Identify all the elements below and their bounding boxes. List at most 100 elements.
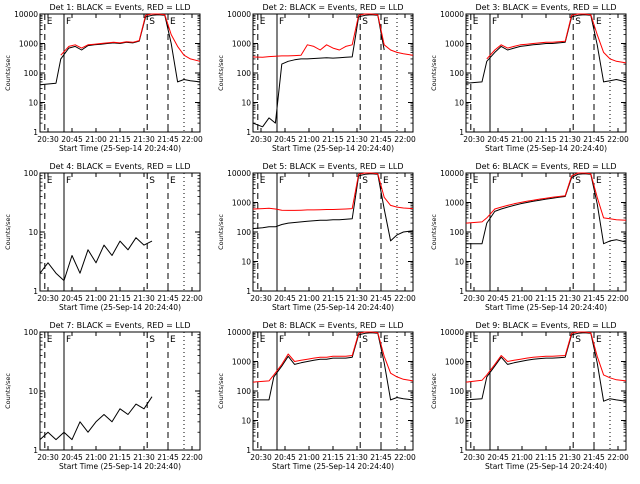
x-tick-label: 20:45 [487, 453, 509, 462]
y-tick-label: 10 [241, 258, 251, 267]
x-tick-label: 20:45 [61, 453, 83, 462]
y-axis-label: Counts/sec [217, 55, 225, 91]
marker-label: E [596, 17, 602, 27]
marker-label: S [575, 176, 581, 186]
y-tick-label: 1 [246, 128, 251, 137]
y-tick-label: 10000 [440, 328, 464, 337]
marker-label: E [473, 17, 479, 27]
marker-label: E [260, 176, 266, 186]
x-tick-label: 20:30 [463, 453, 485, 462]
series-lld-line [252, 13, 414, 58]
panel-det-3: Det 3: BLACK = Events, RED = LLD 1 10 100 10… [430, 3, 629, 153]
y-axis-label: Counts/sec [430, 55, 438, 91]
y-axis-label: Counts/sec [430, 373, 438, 409]
x-tick-label: 21:30 [133, 135, 155, 144]
x-tick-label: 20:30 [37, 135, 59, 144]
y-tick-label: 10 [28, 99, 38, 108]
marker-label: S [149, 335, 155, 345]
x-tick-label: 22:00 [394, 453, 416, 462]
marker-label: F [279, 335, 284, 345]
y-tick-label: 10 [241, 417, 251, 426]
marker-label: S [362, 335, 368, 345]
x-tick-label: 22:00 [181, 294, 203, 303]
x-axis-label: Start Time (25-Sep-14 20:24:40) [485, 144, 607, 153]
marker-label: F [279, 176, 284, 186]
marker-label: E [170, 176, 176, 186]
x-tick-label: 21:15 [109, 135, 131, 144]
x-tick-label: 21:45 [583, 294, 605, 303]
y-tick-label: 10 [28, 228, 38, 237]
x-tick-label: 20:30 [463, 294, 485, 303]
x-tick-label: 22:00 [607, 135, 629, 144]
marker-label: F [492, 17, 497, 27]
marker-label: E [47, 176, 53, 186]
y-tick-label: 1000 [445, 358, 464, 367]
series-events-line [39, 14, 201, 86]
y-tick-label: 10000 [440, 10, 464, 19]
x-tick-label: 20:30 [250, 294, 272, 303]
y-tick-label: 10 [28, 387, 38, 396]
y-tick-label: 100 [24, 328, 39, 337]
x-axis-label: Start Time (25-Sep-14 20:24:40) [59, 144, 181, 153]
marker-label: S [575, 335, 581, 345]
series-lld-line [60, 13, 201, 62]
x-tick-label: 21:00 [85, 294, 107, 303]
x-axis-label: Start Time (25-Sep-14 20:24:40) [272, 144, 394, 153]
y-tick-label: 1000 [445, 40, 464, 49]
x-tick-label: 20:30 [250, 135, 272, 144]
x-tick-label: 20:45 [274, 453, 296, 462]
x-tick-label: 21:30 [346, 453, 368, 462]
x-tick-label: 22:00 [607, 453, 629, 462]
marker-label: F [66, 335, 71, 345]
x-tick-label: 21:45 [157, 135, 179, 144]
y-tick-label: 100 [450, 387, 465, 396]
y-tick-label: 1 [33, 287, 38, 296]
panel-det-6: Det 6: BLACK = Events, RED = LLD 1 10 100 10… [430, 162, 629, 312]
x-tick-label: 22:00 [394, 135, 416, 144]
y-tick-label: 10000 [227, 328, 251, 337]
x-tick-label: 21:00 [298, 453, 320, 462]
series-events-line [253, 332, 414, 401]
y-tick-label: 10 [454, 417, 464, 426]
x-tick-label: 20:30 [463, 135, 485, 144]
x-tick-label: 21:15 [109, 453, 131, 462]
y-tick-label: 1 [246, 287, 251, 296]
panel-title: Det 9: BLACK = Events, RED = LLD [476, 321, 617, 330]
x-tick-label: 21:45 [157, 294, 179, 303]
marker-label: E [473, 335, 479, 345]
marker-label: E [170, 17, 176, 27]
y-tick-label: 10 [454, 99, 464, 108]
marker-label: F [66, 17, 71, 27]
y-tick-label: 1 [33, 446, 38, 455]
y-tick-label: 100 [24, 69, 39, 78]
marker-label: S [575, 17, 581, 27]
x-tick-label: 21:30 [559, 453, 581, 462]
x-tick-label: 21:30 [346, 294, 368, 303]
y-tick-label: 1 [246, 446, 251, 455]
x-tick-label: 20:45 [487, 135, 509, 144]
x-axis-label: Start Time (25-Sep-14 20:24:40) [59, 303, 181, 312]
panel-title: Det 1: BLACK = Events, RED = LLD [50, 3, 191, 12]
marker-label: S [362, 176, 368, 186]
y-tick-label: 100 [237, 228, 252, 237]
y-tick-label: 10 [454, 258, 464, 267]
x-tick-label: 21:45 [583, 135, 605, 144]
x-tick-label: 21:15 [322, 294, 344, 303]
panel-title: Det 2: BLACK = Events, RED = LLD [263, 3, 404, 12]
panel-det-8: Det 8: BLACK = Events, RED = LLD 1 10 100 10… [217, 321, 416, 471]
series-events-line [39, 396, 153, 441]
marker-label: E [383, 335, 389, 345]
x-axis-label: Start Time (25-Sep-14 20:24:40) [59, 462, 181, 471]
panel-title: Det 3: BLACK = Events, RED = LLD [476, 3, 617, 12]
y-axis-label: Counts/sec [217, 373, 225, 409]
marker-label: E [260, 17, 266, 27]
marker-label: F [279, 17, 284, 27]
x-tick-label: 21:30 [133, 294, 155, 303]
panel-title: Det 8: BLACK = Events, RED = LLD [263, 321, 404, 330]
y-tick-label: 10000 [440, 169, 464, 178]
series-events-line [252, 173, 414, 242]
marker-label: E [383, 176, 389, 186]
x-tick-label: 21:15 [109, 294, 131, 303]
y-tick-label: 1 [33, 128, 38, 137]
